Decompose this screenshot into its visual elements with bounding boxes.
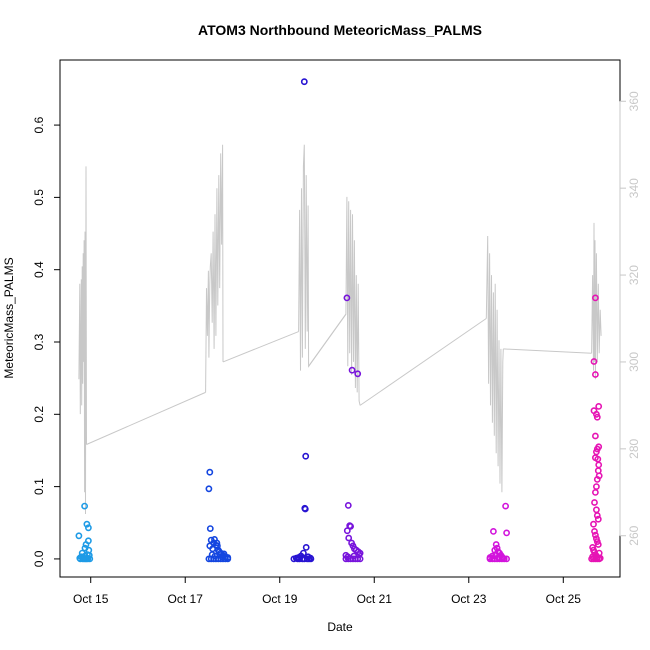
scatter-point: [590, 358, 598, 365]
scatter-point: [489, 528, 497, 535]
scatter-point: [213, 542, 221, 550]
scatter-point: [594, 515, 602, 523]
scatter-point: [594, 541, 602, 548]
x-tick-label: Oct 21: [357, 592, 393, 606]
scatter-point: [347, 523, 354, 530]
scatter-point: [205, 485, 213, 493]
scatter-point: [495, 554, 502, 561]
secondary-series-layer: [78, 144, 602, 515]
scatter-point: [589, 553, 596, 561]
secondary-line-segment: [485, 235, 504, 493]
scatter-point: [502, 502, 509, 510]
scatter-point: [594, 467, 602, 475]
scatter-point: [492, 541, 500, 548]
scatter-point: [591, 499, 598, 506]
scatter-point: [302, 452, 310, 460]
scatter-point: [81, 502, 88, 510]
y-tick-label: 0.6: [32, 116, 46, 133]
scatter-point: [307, 555, 315, 563]
x-tick-label: Oct 15: [73, 592, 109, 606]
x-tick-label: Oct 23: [451, 592, 487, 606]
scatter-point: [220, 550, 228, 558]
scatter-point: [76, 554, 84, 562]
x-tick-label: Oct 17: [168, 592, 204, 606]
scatter-point: [355, 551, 363, 558]
scatter-point: [206, 525, 214, 532]
y2-tick-label: 320: [627, 265, 641, 285]
scatter-point: [206, 468, 214, 476]
scatter-point: [343, 527, 351, 535]
secondary-line-connector: [359, 318, 487, 406]
scatter-point: [343, 294, 351, 302]
secondary-line-segment: [205, 144, 224, 393]
scatter-point: [345, 534, 353, 542]
y2-tick-label: 280: [627, 438, 641, 458]
scatter-point: [503, 529, 510, 537]
scatter-point: [595, 402, 603, 410]
scatter-point: [348, 366, 356, 374]
x-axis-label: Date: [327, 620, 353, 634]
y2-tick-label: 300: [627, 352, 641, 372]
y2-tick-label: 340: [627, 178, 641, 198]
scatter-point: [593, 483, 600, 490]
plot-frame: [59, 59, 621, 578]
scatter-point: [354, 370, 362, 378]
scatter-point: [206, 542, 214, 550]
scatter-point: [593, 512, 601, 519]
scatter-point: [300, 78, 308, 86]
scatter-point: [592, 432, 599, 440]
y-axis-right: 260 280 300 320 340 360: [619, 91, 641, 546]
scatter-point: [593, 413, 601, 421]
y-axis-label: MeteoricMass_PALMS: [2, 257, 16, 378]
y-tick-label: 0.4: [32, 261, 46, 278]
scatter-point: [75, 532, 83, 540]
scatter-point: [593, 475, 601, 483]
secondary-line-connector: [86, 391, 206, 445]
y-tick-label: 0.1: [32, 478, 46, 495]
x-tick-label: Oct 19: [262, 592, 298, 606]
y-tick-label: 0.2: [32, 406, 46, 423]
scatter-point: [592, 531, 599, 539]
scatter-point: [593, 506, 600, 514]
scatter-point: [85, 524, 92, 532]
scatter-point: [83, 520, 91, 528]
secondary-line-segment: [591, 222, 602, 380]
scatter-point: [591, 528, 598, 535]
scatter-point: [301, 505, 309, 513]
scatter-point: [213, 539, 221, 547]
y2-tick-label: 360: [627, 91, 641, 111]
x-tick-label: Oct 25: [546, 592, 582, 606]
secondary-line-connector: [222, 331, 299, 363]
scatter-point: [592, 371, 599, 378]
scatter-point: [85, 537, 92, 545]
scatter-point: [302, 544, 310, 551]
scatter-point: [224, 555, 232, 563]
scatter-points-layer: [75, 78, 604, 563]
scatter-point: [595, 461, 603, 469]
scatter-point: [590, 520, 597, 528]
secondary-line-connector: [308, 313, 347, 367]
y-axis-left: 0.0 0.1 0.2 0.3 0.4 0.5 0.6: [32, 116, 61, 567]
x-axis: Oct 15 Oct 17 Oct 19 Oct 21 Oct 23 Oct 25: [73, 576, 582, 606]
secondary-line-segment: [298, 144, 361, 406]
scatter-point: [592, 488, 599, 496]
secondary-line-connector: [503, 348, 592, 354]
scatter-point: [211, 552, 219, 560]
scatter-point: [499, 554, 507, 562]
chart-title: ATOM3 Northbound MeteoricMass_PALMS: [198, 22, 482, 38]
y-tick-label: 0.0: [32, 550, 46, 567]
secondary-line-segment: [78, 166, 87, 515]
scatter-point: [592, 294, 599, 302]
scatter-point: [503, 555, 510, 563]
scatter-point: [595, 549, 603, 557]
y-tick-label: 0.3: [32, 333, 46, 350]
y-tick-label: 0.5: [32, 189, 46, 206]
y2-tick-label: 260: [627, 525, 641, 545]
scatter-point: [344, 501, 352, 509]
scatter-point: [81, 552, 89, 560]
